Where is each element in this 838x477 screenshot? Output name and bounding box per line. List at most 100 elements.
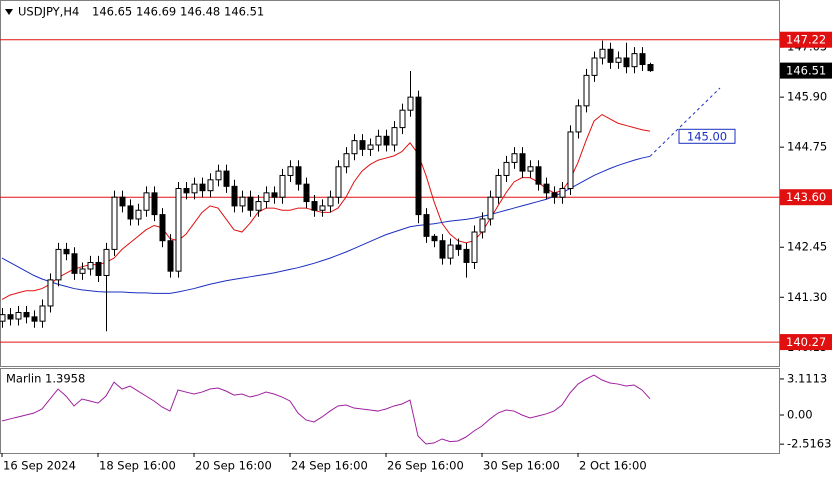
x-tick-label: 18 Sep 16:00 [99,459,176,473]
candle-body [383,135,390,146]
candle-body [231,185,238,207]
candle-body [263,192,270,203]
level-label: 140.27 [786,335,826,349]
level-label-box [780,31,832,48]
candle-body [551,192,558,198]
y-tick-label: 144.75 [787,140,827,154]
candle-body [119,196,126,207]
candle-body [511,153,518,163]
candle-body [527,166,534,172]
indicator-tick-label: -2.5163 [787,437,831,451]
candle-body [303,183,310,203]
candle-body [7,314,14,320]
indicator-tick-label: 0.00 [787,407,813,421]
candle-body [167,240,174,272]
y-tick-label: 145.90 [787,90,827,104]
candle-body [79,268,86,274]
indicator-frame [0,368,780,454]
candle-body [367,144,374,150]
candle-body [15,311,22,320]
candle-body [599,48,606,59]
candle-body [503,161,510,176]
candle-body [87,261,94,270]
candle-body [543,183,550,194]
candle-body [255,201,262,211]
candle-body [391,127,398,146]
candle-body [335,166,342,198]
candle-body [535,166,542,185]
candle-body [495,174,502,198]
header-high: 146.69 [136,5,176,19]
x-tick-label: 2 Oct 16:00 [579,459,647,473]
candle-body [455,244,462,250]
candle-body [31,316,38,322]
candle-body [311,201,318,211]
level-label: 143.60 [786,190,826,204]
header-close: 146.51 [224,5,264,19]
header-open: 146.65 [92,5,132,19]
header-low: 146.48 [180,5,220,19]
candle-body [399,109,406,129]
candle-body [415,96,422,216]
candle-body [127,205,134,220]
x-tick-label: 30 Sep 16:00 [483,459,560,473]
indicator-line [1,374,651,445]
candle-body [447,244,454,259]
indicator-title: Marlin 1.3958 [6,372,85,386]
trendline-label: 145.00 [687,129,727,143]
candle-body [111,196,118,250]
candle-body [567,131,574,190]
candle-body [215,170,222,181]
candle-body [631,53,638,68]
candle-body [607,48,614,63]
candle-body [103,248,110,277]
indicator-tick-label: 3.1113 [787,371,827,385]
axes: 147.05145.90144.75143.60142.45141.30140.… [1,31,832,473]
level-label: 147.22 [786,33,826,47]
candle-body [279,174,286,198]
candle-body [247,196,254,211]
candle-body [71,253,78,274]
x-tick-label: 20 Sep 16:00 [195,459,272,473]
candle-body [0,314,6,322]
candle-body [207,179,214,192]
candle-body [615,57,622,63]
candle-body [191,183,198,194]
candle-body [647,64,654,72]
current-price-box [780,62,832,79]
candle-body [463,248,470,263]
candle-body [143,192,150,211]
candle-body [319,205,326,211]
main-frame [0,0,780,367]
candle-body [591,57,598,76]
candle-body [351,140,358,155]
candle-body [479,218,486,233]
y-tick-label: 142.45 [787,240,827,254]
candle-body [223,170,230,187]
candle-body [519,153,526,172]
moving-average [1,155,651,294]
candle-body [135,209,142,220]
x-tick-label: 16 Sep 2024 [3,459,76,473]
candle-body [55,248,62,281]
candle-body [239,196,246,207]
candle-body [359,140,366,150]
collapse-icon [5,9,13,15]
candle-body [151,192,158,216]
candle-body [423,214,430,237]
candle-body [95,261,102,277]
y-tick-label: 141.30 [787,290,827,304]
level-label-box [780,334,832,351]
candle-body [159,214,166,242]
main-panel: 145.00 [0,39,780,343]
candle-body [47,279,54,307]
symbol: USDJPY,H4 [18,5,79,19]
candle-body [471,231,478,263]
candle-body [183,188,190,194]
candle-body [583,74,590,107]
x-tick-label: 26 Sep 16:00 [387,459,464,473]
candle-body [199,183,206,192]
candle-body [295,166,302,185]
